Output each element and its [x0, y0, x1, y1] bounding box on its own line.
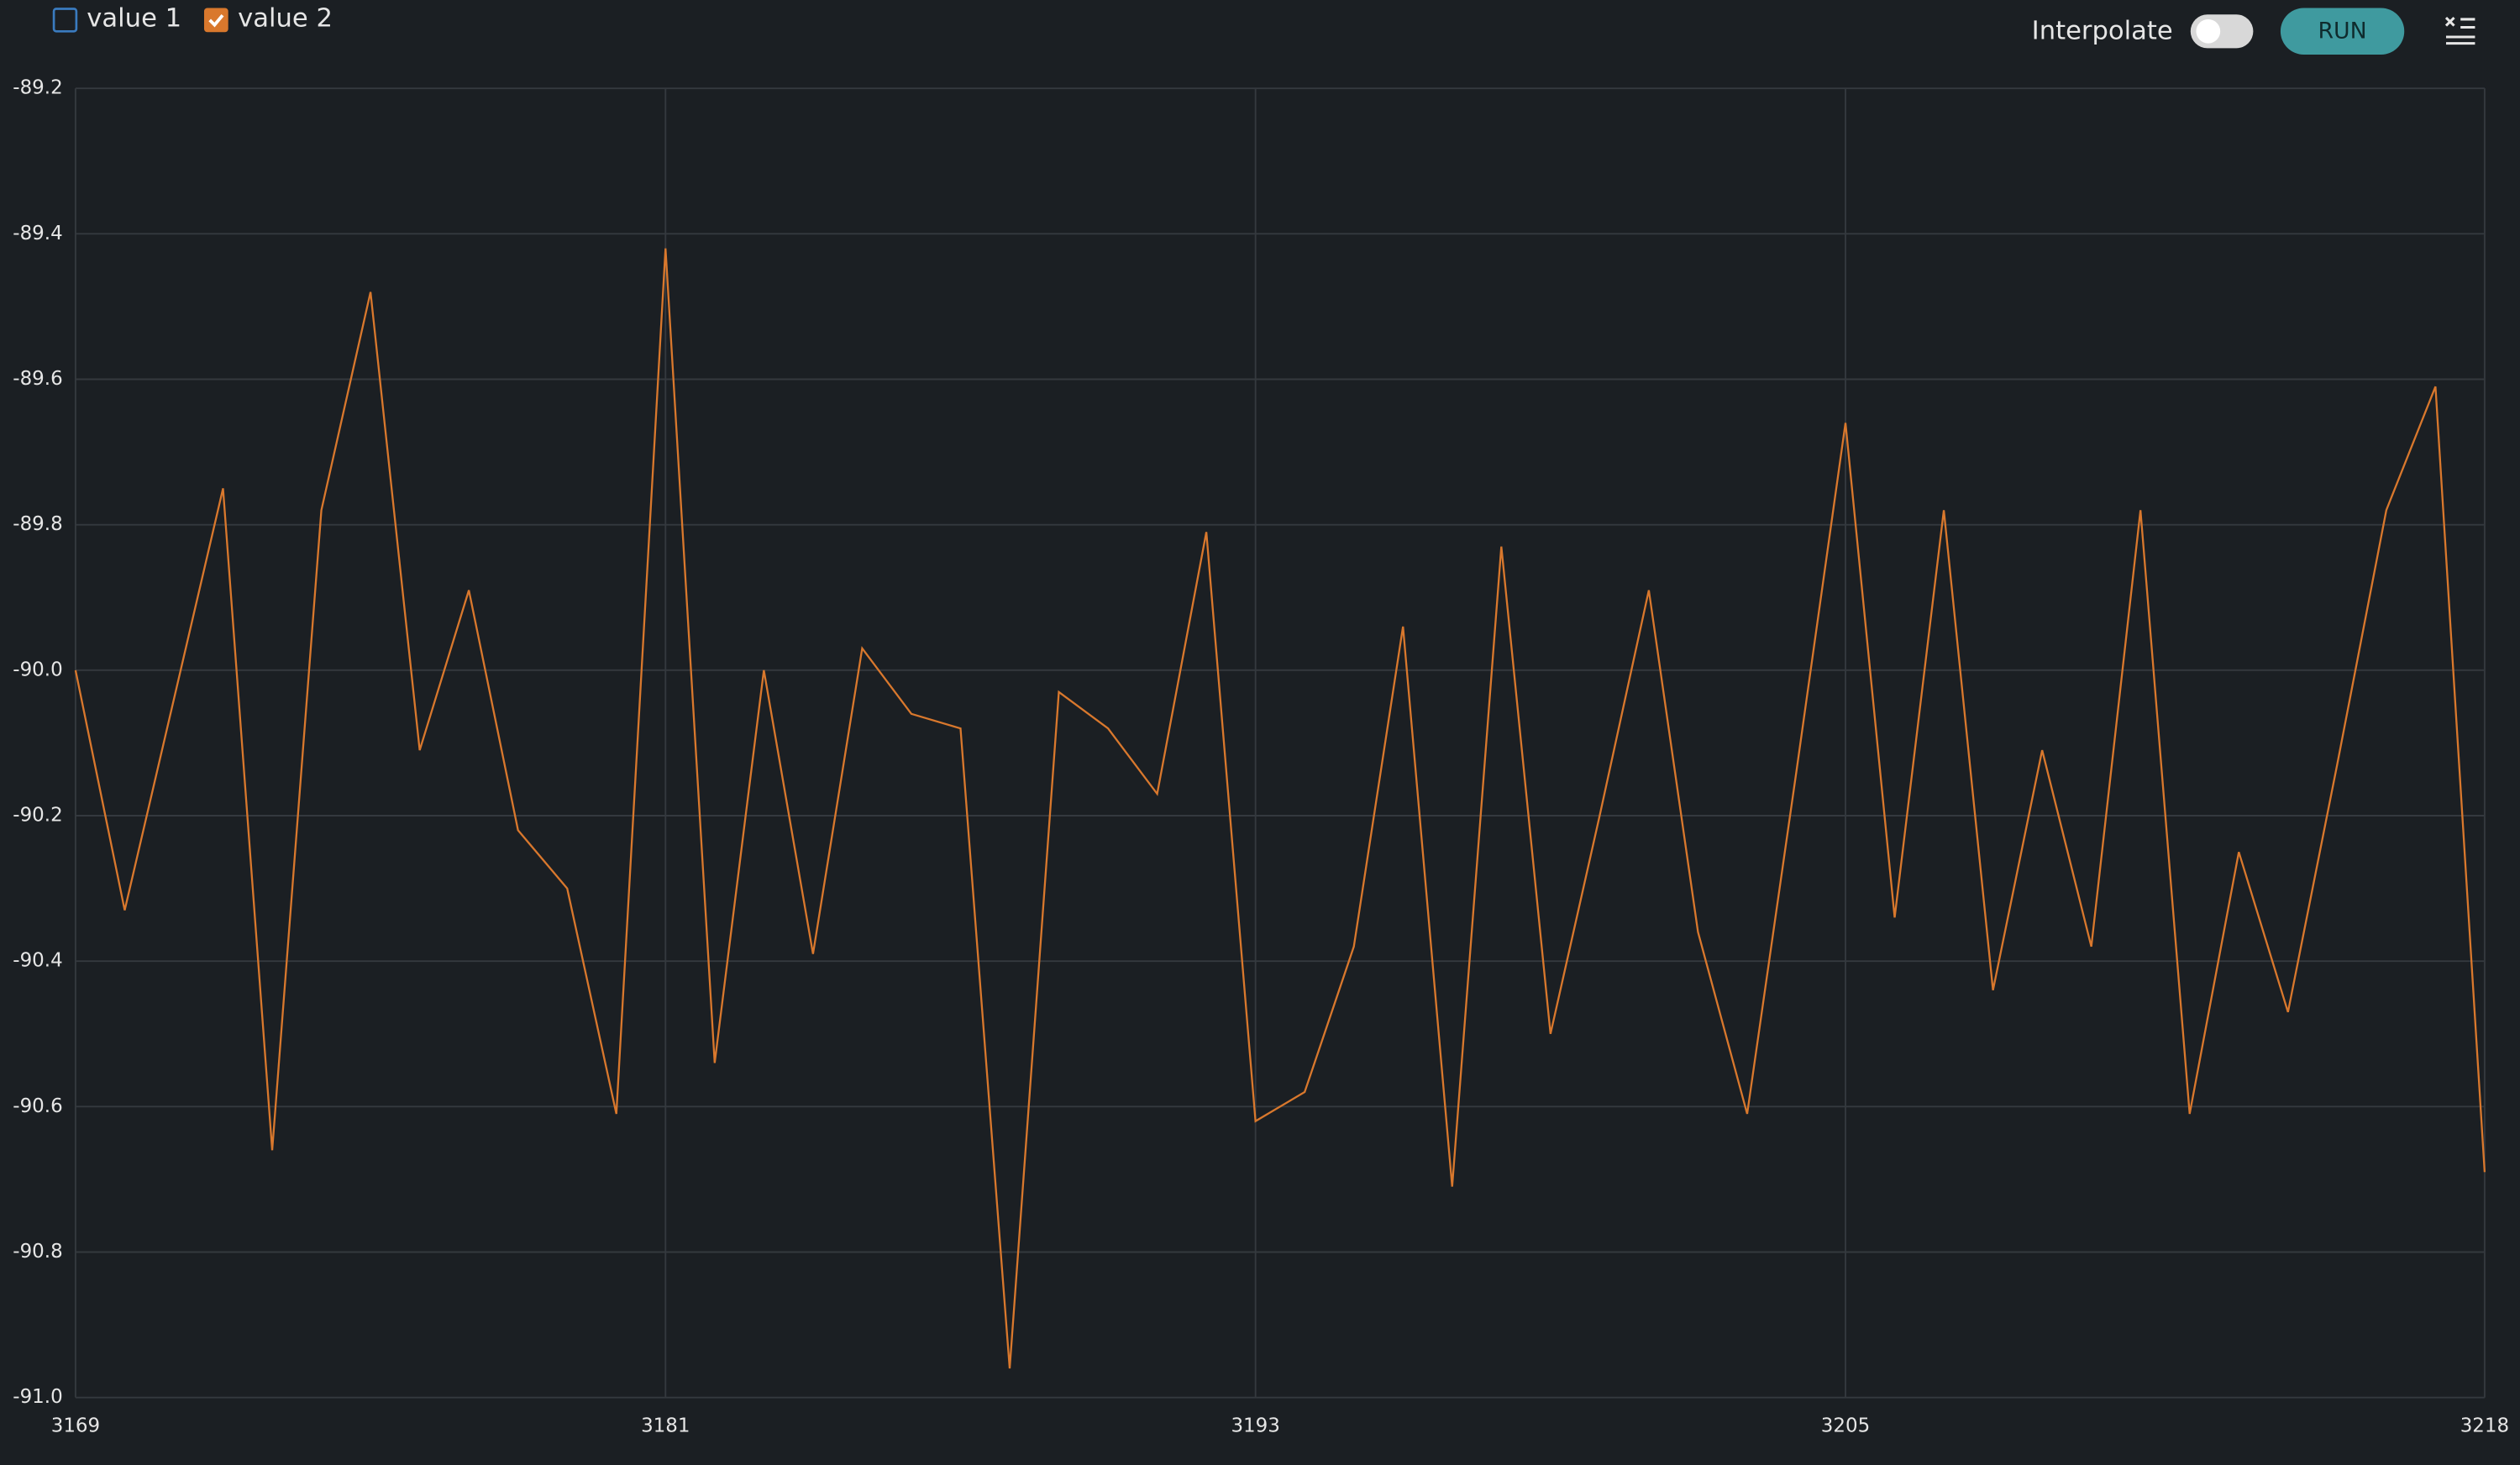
run-button[interactable]: RUN: [2280, 8, 2405, 55]
y-tick-label: -90.2: [13, 805, 62, 827]
run-button-bg[interactable]: [2280, 8, 2405, 55]
menu-icon-lines[interactable]: [2444, 16, 2475, 45]
legend-label[interactable]: value 1: [87, 3, 181, 33]
menu-icon[interactable]: [2444, 16, 2475, 45]
y-tick-label: -91.0: [13, 1386, 62, 1408]
y-tick-label: -89.6: [13, 368, 62, 390]
legend-checkbox[interactable]: [203, 8, 228, 33]
run-label[interactable]: RUN: [2318, 18, 2366, 45]
y-tick-label: -89.4: [13, 223, 62, 244]
data-line: [74, 248, 2486, 1369]
legend-checkmark[interactable]: [208, 13, 224, 28]
y-tick-label: -89.2: [13, 77, 62, 99]
y-tick-label: -90.0: [13, 659, 62, 680]
y-tick-label: -90.6: [13, 1095, 62, 1117]
legend-checkbox[interactable]: [52, 8, 78, 33]
x-tick-label: 3169: [51, 1415, 100, 1437]
legend-label[interactable]: value 2: [238, 3, 333, 33]
y-tick-label: -90.8: [13, 1241, 62, 1263]
plot-area: -91.0 -90.8 -90.6 -90.4 -90.2 -90.0 -89.8 -89.6…: [13, 77, 2509, 1437]
y-tick-label: -89.8: [13, 513, 62, 535]
interpolate-toggle[interactable]: [2190, 14, 2254, 49]
toggle-knob[interactable]: [2196, 18, 2221, 44]
x-tick-label: 3193: [1231, 1415, 1279, 1437]
x-tick-label: 3205: [1821, 1415, 1870, 1437]
x-tick-label: 3218: [2460, 1415, 2509, 1437]
x-tick-label: 3181: [641, 1415, 690, 1437]
y-tick-label: -90.4: [13, 950, 62, 972]
interpolate-label: Interpolate: [2032, 17, 2173, 46]
legend: value 1 value 2: [52, 3, 333, 33]
